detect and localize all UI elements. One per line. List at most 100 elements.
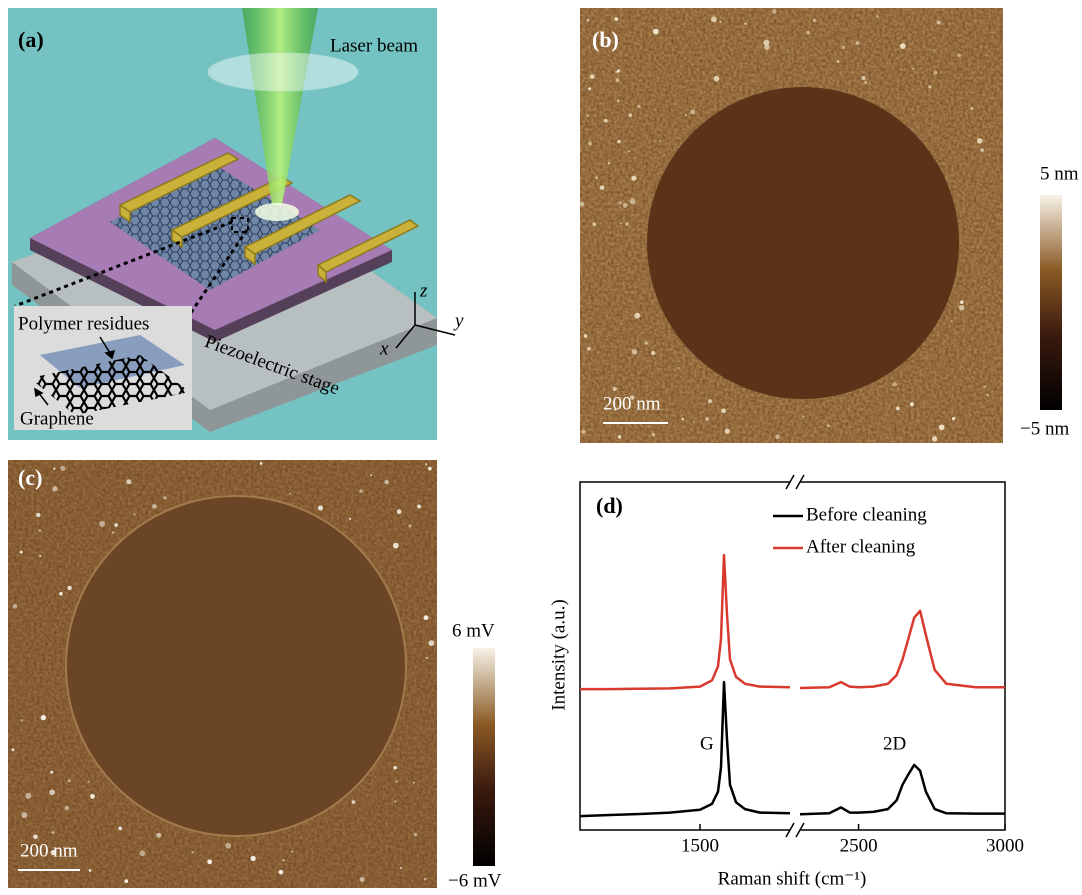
speck (933, 71, 937, 75)
speck (60, 466, 65, 471)
colorbar-label: −6 mV (448, 870, 502, 891)
peak-label: 2D (883, 733, 906, 754)
speck (932, 436, 937, 441)
speck (876, 15, 878, 17)
x-tick-label: 2500 (840, 835, 878, 856)
speck (68, 779, 71, 782)
cleaned-area (647, 87, 959, 399)
speck (764, 44, 770, 50)
speck (25, 793, 31, 799)
speck (630, 395, 635, 400)
speck (114, 523, 118, 527)
speck (608, 162, 611, 165)
speck (711, 16, 717, 22)
speck (837, 60, 840, 63)
speck (652, 433, 656, 437)
speck (939, 425, 945, 431)
legend-label: After cleaning (806, 536, 916, 557)
speck (685, 114, 687, 116)
speck (928, 85, 931, 88)
speck (428, 467, 432, 471)
lens (208, 53, 358, 91)
speck (41, 715, 46, 720)
speck (693, 421, 695, 423)
speck (705, 417, 709, 421)
legend-label: Before cleaning (806, 504, 927, 525)
speck (133, 513, 135, 515)
speck (152, 504, 157, 509)
speck (581, 430, 585, 434)
speck (617, 100, 619, 102)
speck (425, 463, 427, 465)
speck (118, 826, 122, 830)
panel-a: (a) Laser beam Polymer residues Graphene… (8, 8, 464, 440)
speck (21, 812, 27, 818)
speck (580, 202, 585, 207)
peak-label: G (700, 733, 714, 754)
speck (959, 305, 964, 310)
speck (39, 529, 41, 531)
speck (587, 115, 589, 117)
speck (225, 843, 231, 849)
speck (645, 342, 648, 345)
speck (395, 780, 397, 782)
series-line (800, 765, 1005, 814)
axis-name: z (419, 280, 428, 301)
speck (52, 831, 55, 834)
speck (613, 389, 615, 391)
speck (980, 148, 984, 152)
series-line (580, 555, 790, 689)
speck (617, 140, 621, 144)
annotation: Laser beam (330, 35, 418, 56)
speck (690, 110, 695, 115)
speck (140, 850, 146, 856)
speck (802, 415, 804, 417)
speck (614, 408, 617, 411)
speck (400, 867, 402, 869)
panel-label: (d) (596, 493, 623, 518)
speck (623, 203, 628, 208)
speck (807, 31, 811, 35)
speck (970, 107, 973, 110)
speck (625, 222, 628, 225)
speck (51, 850, 56, 855)
speck (986, 394, 989, 397)
speck (36, 513, 40, 517)
speck (90, 794, 95, 799)
speck (587, 19, 590, 22)
speck (637, 105, 641, 109)
speck (775, 435, 779, 439)
speck (349, 518, 351, 520)
speck (600, 185, 605, 190)
speck (813, 19, 816, 22)
speck (429, 640, 435, 646)
speck (417, 505, 421, 509)
speck (910, 402, 914, 406)
speck (65, 806, 70, 811)
speck (862, 76, 866, 80)
speck (394, 766, 397, 769)
speck (933, 49, 935, 51)
speck (50, 771, 53, 774)
speck (124, 879, 128, 883)
speck (584, 334, 588, 338)
speck (39, 555, 41, 557)
speck (20, 551, 23, 554)
speck (587, 347, 590, 350)
speck (12, 748, 15, 751)
speck (88, 781, 90, 783)
speck (596, 176, 598, 178)
plot-frame (580, 482, 1005, 830)
figure: (a) Laser beam Polymer residues Graphene… (0, 0, 1082, 895)
panel-b: (b) 200 nm 5 nm −5 nm (580, 8, 1079, 443)
speck (291, 851, 293, 853)
speck (207, 859, 212, 864)
speck (163, 496, 166, 499)
speck (394, 801, 396, 803)
x-tick-label: 3000 (986, 835, 1024, 856)
speck (629, 113, 633, 117)
speck (653, 29, 659, 35)
speck (856, 41, 860, 45)
speck (52, 486, 57, 491)
y-axis-label: Intensity (a.u.) (548, 599, 569, 710)
